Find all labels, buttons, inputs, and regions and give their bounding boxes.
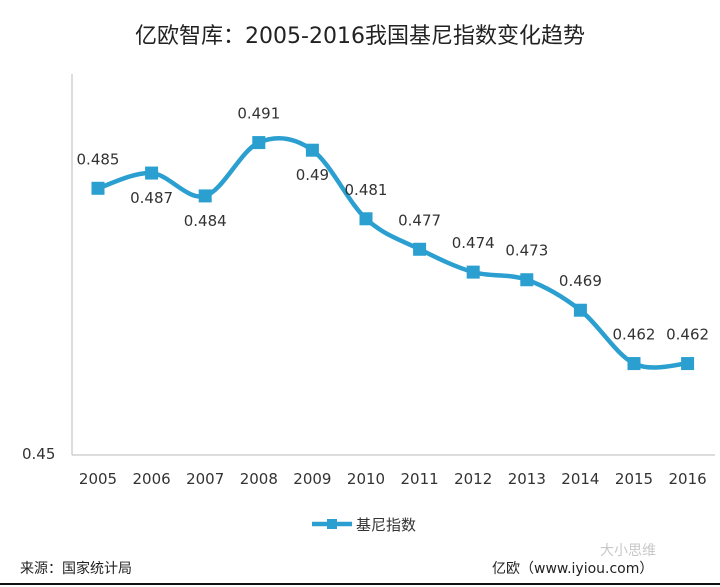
- data-point-marker: [198, 189, 212, 203]
- x-tick-label: 2008: [240, 470, 278, 488]
- series-line: [97, 136, 688, 370]
- y-tick-label: 0.45: [22, 445, 55, 463]
- data-label: 0.462: [613, 326, 656, 344]
- data-label: 0.49: [296, 166, 329, 184]
- data-point-marker: [627, 357, 641, 371]
- data-point-marker: [681, 357, 695, 371]
- x-tick-label: 2011: [401, 470, 439, 488]
- x-tick-label: 2005: [79, 470, 117, 488]
- data-point-marker: [145, 166, 159, 180]
- data-label: 0.477: [398, 211, 441, 229]
- data-point-marker: [252, 136, 266, 150]
- data-label: 0.473: [505, 242, 548, 260]
- data-point-marker: [359, 212, 373, 226]
- legend-label: 基尼指数: [356, 516, 416, 534]
- x-tick-label: 2009: [293, 470, 331, 488]
- credit-note: 亿欧（www.iyiou.com）: [492, 561, 654, 577]
- x-tick-label: 2016: [669, 470, 707, 488]
- chart-title: 亿欧智库：2005-2016我国基尼指数变化趋势: [135, 24, 585, 49]
- data-label: 0.487: [130, 189, 173, 207]
- data-label: 0.484: [184, 212, 227, 230]
- data-point-marker: [413, 242, 427, 256]
- data-label: 0.469: [559, 272, 602, 290]
- x-tick-label: 2013: [508, 470, 546, 488]
- data-label: 0.462: [666, 326, 709, 344]
- x-tick-label: 2010: [347, 470, 385, 488]
- data-point-marker: [573, 303, 587, 317]
- data-point-marker: [305, 143, 319, 157]
- x-tick-label: 2015: [615, 470, 653, 488]
- data-point-marker: [520, 273, 534, 287]
- bottom-divider: [0, 583, 720, 585]
- x-tick-label: 2007: [186, 470, 224, 488]
- data-point-marker: [91, 181, 105, 195]
- data-label: 0.491: [237, 105, 280, 123]
- data-label: 0.485: [77, 150, 120, 168]
- x-tick-label: 2014: [561, 470, 599, 488]
- data-label: 0.474: [452, 234, 495, 252]
- source-note: 来源：国家统计局: [20, 561, 132, 577]
- watermark: 大小思维: [600, 543, 656, 559]
- x-tick-label: 2012: [454, 470, 492, 488]
- x-tick-label: 2006: [133, 470, 171, 488]
- legend-marker: [327, 519, 337, 529]
- data-point-marker: [466, 265, 480, 279]
- data-label: 0.481: [345, 181, 388, 199]
